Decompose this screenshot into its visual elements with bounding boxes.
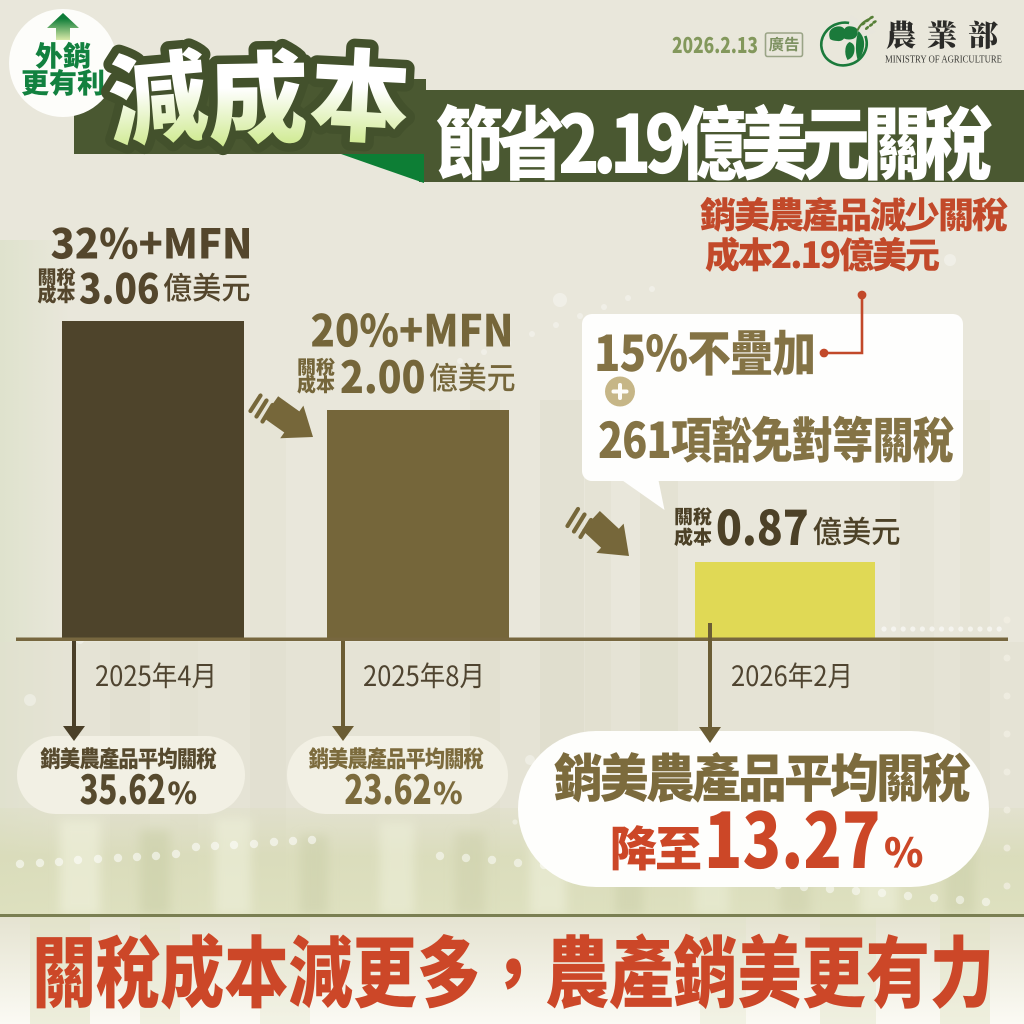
svg-text:MINISTRY OF AGRICULTURE: MINISTRY OF AGRICULTURE [885,54,1002,66]
